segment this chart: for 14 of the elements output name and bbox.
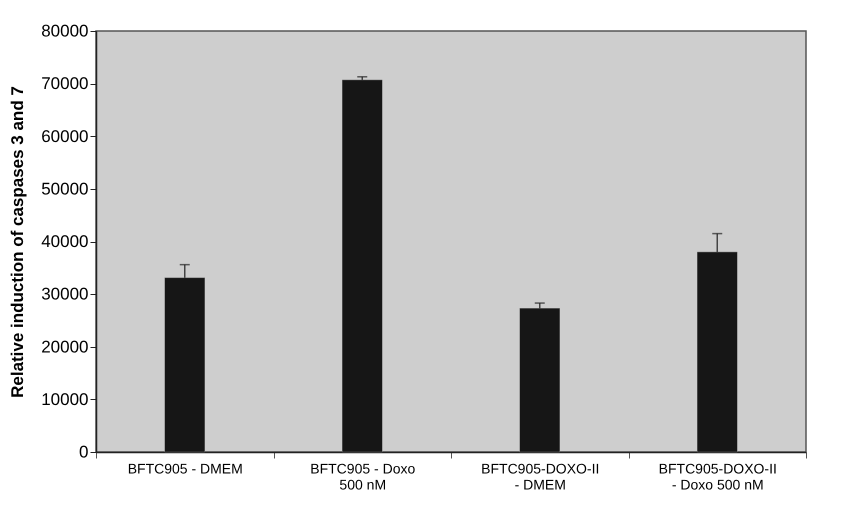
y-tick-label: 10000 (41, 390, 88, 409)
y-tick-label: 60000 (41, 126, 88, 146)
y-tick-label: 30000 (41, 284, 88, 304)
x-tick-label: BFTC905 - Doxo 500 nM (310, 460, 416, 492)
y-tick-label: 40000 (41, 232, 88, 251)
y-tick-label: 0 (79, 442, 88, 462)
y-axis-title: Relative induction of caspases 3 and 7 (8, 86, 28, 398)
x-tick-label: BFTC905-DOXO-II - DMEM (481, 460, 600, 492)
y-tick-label: 80000 (41, 22, 88, 40)
x-tick-label: BFTC905-DOXO-II - Doxo 500 nM (658, 460, 777, 492)
x-tick-label: BFTC905 - DMEM (128, 460, 243, 476)
y-tick-label: 50000 (41, 179, 88, 198)
y-tick-label: 70000 (41, 74, 88, 94)
y-tick-label: 20000 (41, 337, 88, 356)
